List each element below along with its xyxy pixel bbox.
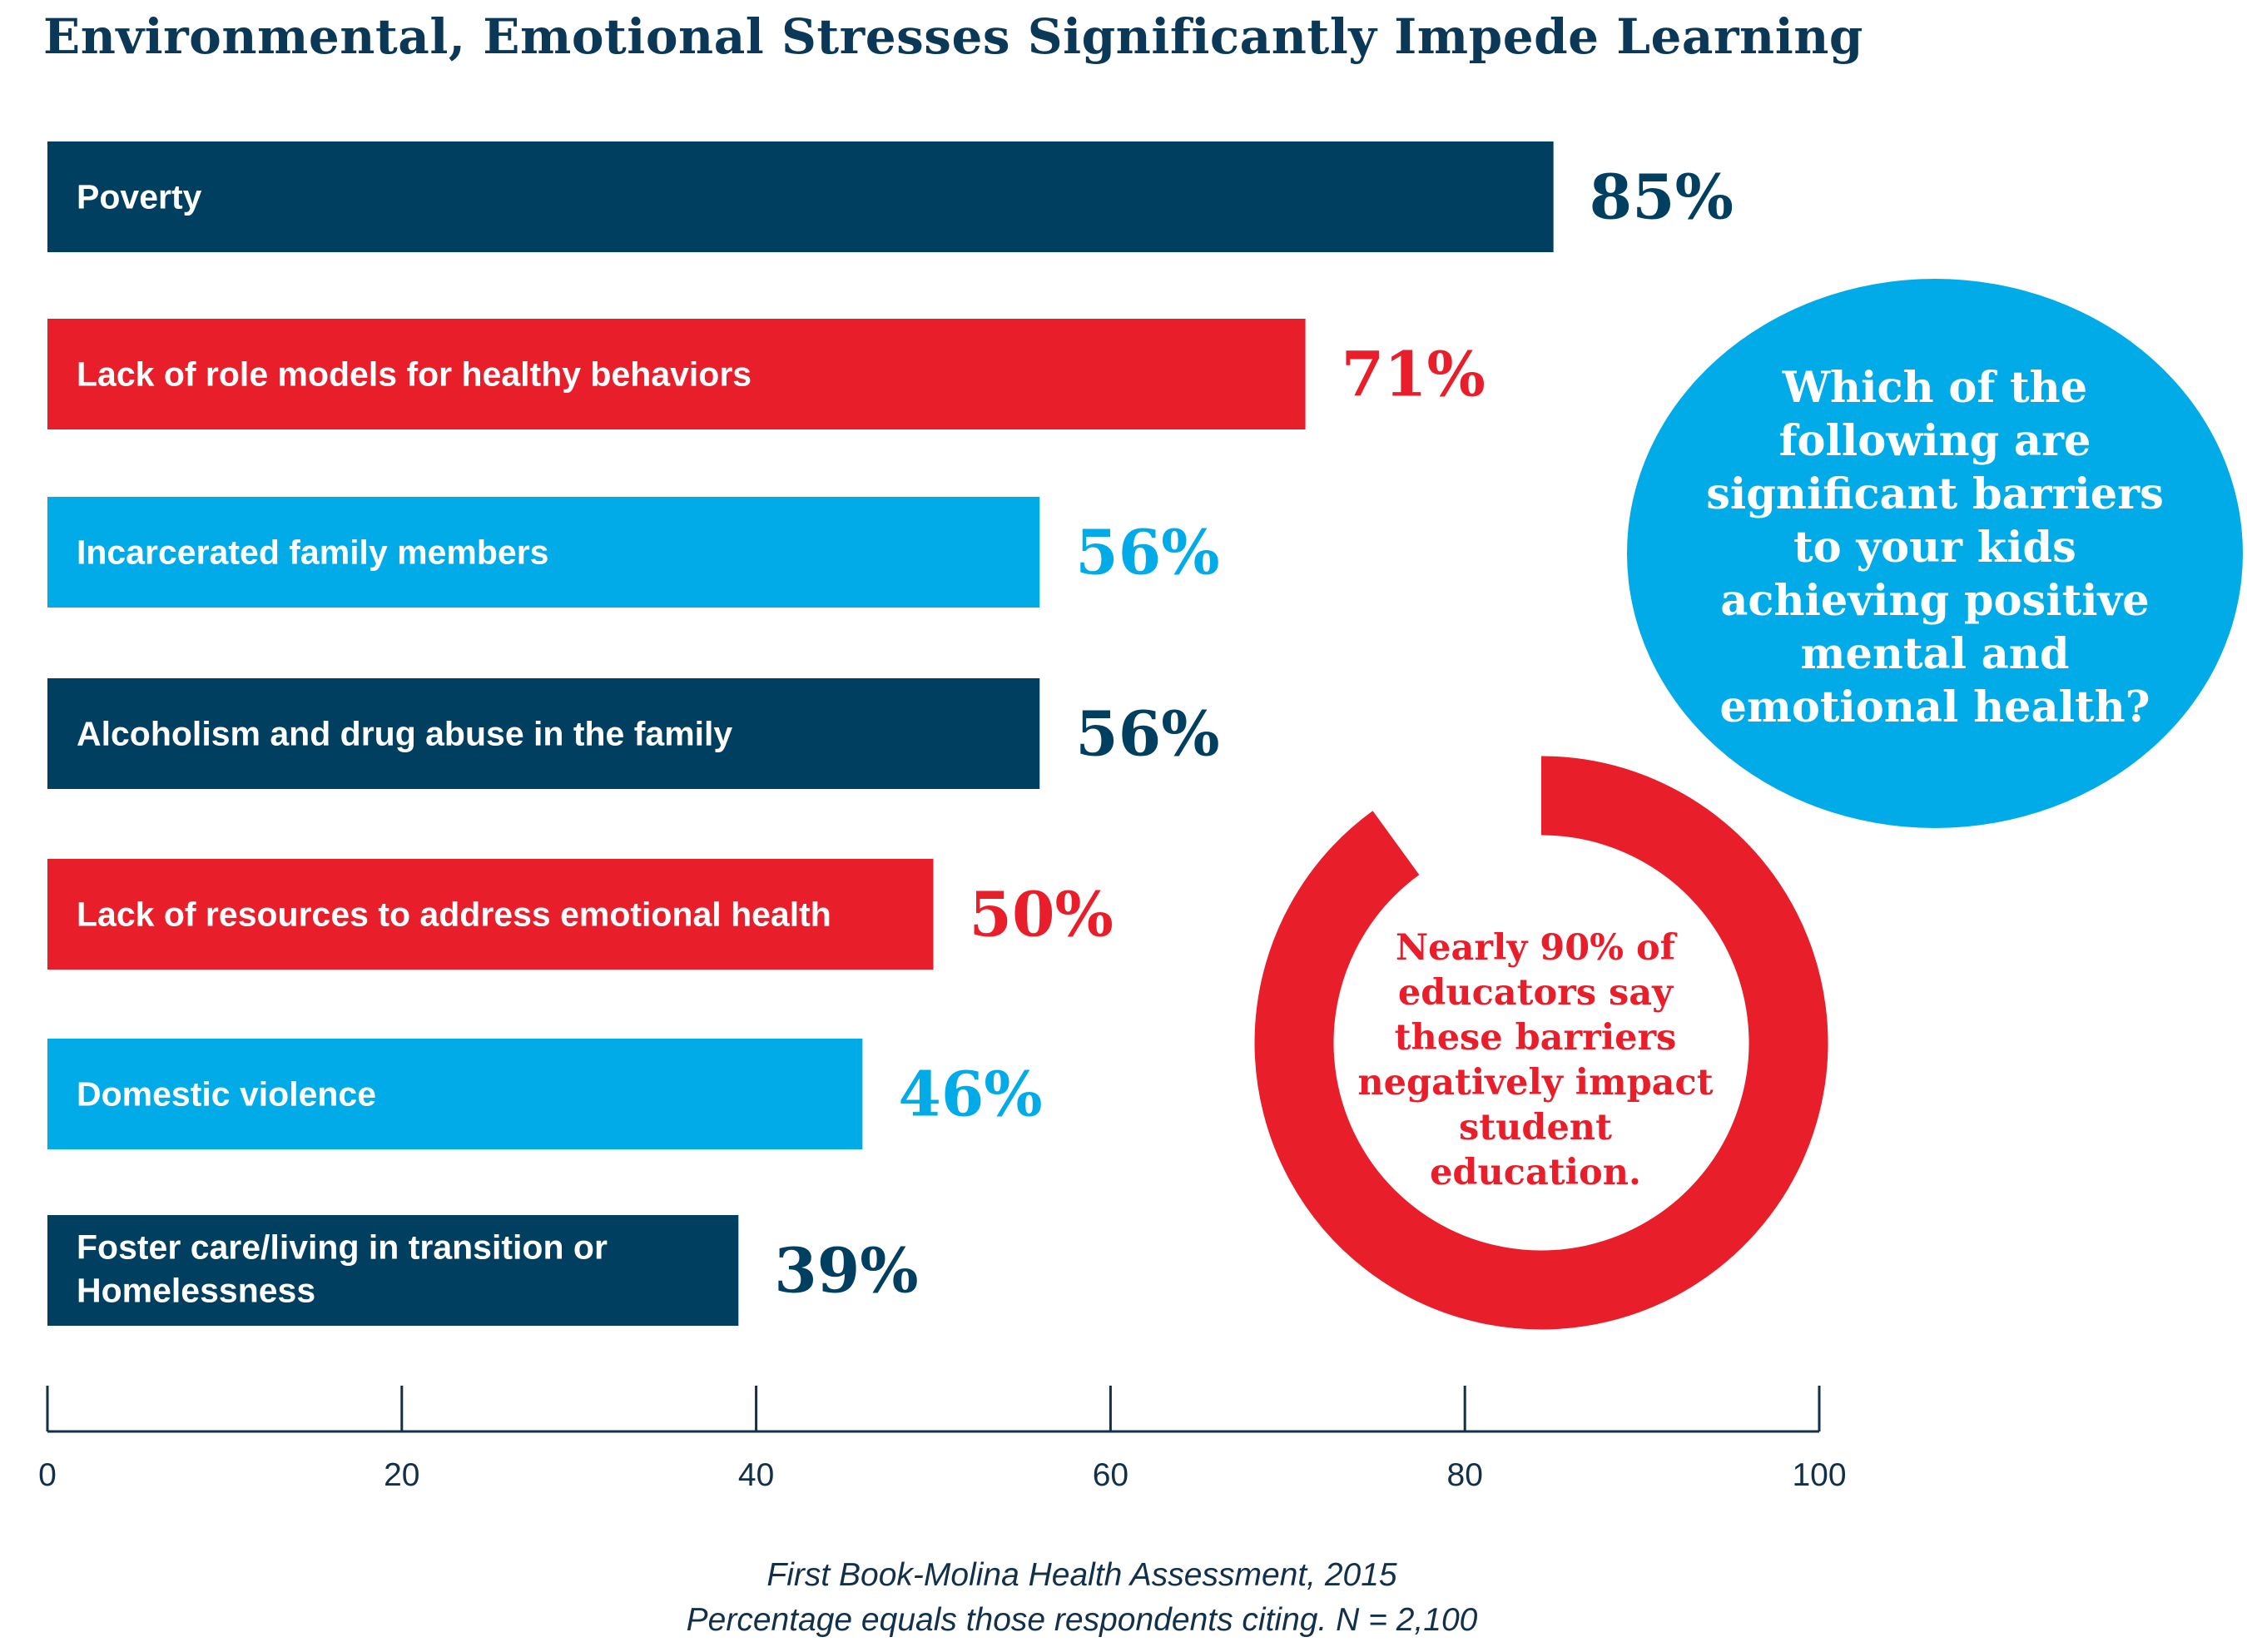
- bar: [47, 141, 1554, 252]
- x-axis: 0 20 40 60 80 100: [38, 1386, 1847, 1493]
- question-bubble: Which of the following are significant b…: [1627, 279, 2243, 828]
- source-line-1: First Book-Molina Health Assessment, 201…: [766, 1557, 1397, 1593]
- bar-value-label: 46%: [898, 1059, 1042, 1131]
- bar-category-label: Lack of resources to address emotional h…: [77, 895, 831, 934]
- question-text: Which of the following are significant b…: [1706, 363, 2164, 732]
- bar-category-label: Incarcerated family members: [77, 533, 548, 572]
- source-note: First Book-Molina Health Assessment, 201…: [0, 1553, 2164, 1643]
- bar: [47, 1215, 739, 1326]
- bars-layer: Poverty 85% Lack of role models for health…: [47, 141, 1734, 1326]
- bar-category-label: Foster care/living in transition or Homel…: [77, 1228, 608, 1310]
- bar-category-label: Lack of role models for healthy behavior…: [77, 355, 751, 394]
- bar-value-label: 50%: [970, 880, 1114, 951]
- x-tick-label: 0: [38, 1457, 57, 1493]
- bar: [47, 859, 934, 970]
- bar-value-label: 56%: [1075, 518, 1219, 589]
- ring-callout-text: Nearly 90% of educators say these barrie…: [1357, 927, 1714, 1193]
- x-tick-label: 60: [1093, 1457, 1128, 1493]
- bar: [47, 1039, 863, 1149]
- x-tick-label: 80: [1447, 1457, 1483, 1493]
- ring-callout-graphic: [1254, 756, 1828, 1330]
- bar-category-label: Domestic violence: [77, 1075, 376, 1114]
- x-tick-label: 20: [384, 1457, 419, 1493]
- x-tick-label: 100: [1792, 1457, 1846, 1493]
- bar-value-label: 56%: [1075, 699, 1219, 771]
- chart-title: Environmental, Emotional Stresses Signif…: [43, 8, 1863, 65]
- bar-category-label: Alcoholism and drug abuse in the family: [77, 715, 732, 753]
- source-line-2: Percentage equals those respondents citi…: [686, 1602, 1478, 1638]
- bar-value-label: 39%: [774, 1236, 918, 1307]
- bar-value-label: 71%: [1342, 340, 1486, 411]
- bar: [47, 497, 1040, 608]
- bar-category-label: Poverty: [77, 178, 202, 216]
- bar: [47, 678, 1040, 789]
- bar-value-label: 85%: [1590, 162, 1734, 234]
- ninety-percent-ring: [1254, 756, 1828, 1330]
- x-tick-label: 40: [738, 1457, 774, 1493]
- bar: [47, 319, 1306, 429]
